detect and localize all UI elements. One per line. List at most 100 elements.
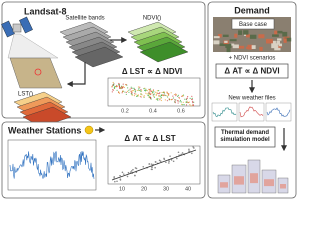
map-block	[276, 30, 283, 34]
point	[157, 92, 159, 95]
point	[140, 90, 142, 92]
point	[111, 85, 113, 88]
map-block	[249, 34, 257, 39]
layer	[139, 41, 189, 63]
point	[151, 168, 153, 171]
point	[127, 87, 129, 89]
point	[165, 161, 167, 164]
model-box	[214, 126, 276, 148]
point	[168, 98, 170, 100]
point	[111, 91, 113, 93]
point	[136, 89, 138, 92]
scenarios-label: + NDVI scenarios	[229, 56, 276, 62]
weather-file-charts	[211, 102, 292, 122]
point	[155, 94, 157, 96]
base-case-box	[231, 18, 275, 30]
scene-marker	[34, 68, 42, 76]
building-heat	[264, 179, 274, 187]
map-block	[218, 33, 222, 38]
point	[182, 95, 184, 97]
point	[114, 85, 116, 88]
point	[122, 90, 124, 92]
map-block	[276, 40, 280, 46]
point	[188, 150, 190, 152]
point	[134, 167, 137, 169]
point	[161, 94, 163, 96]
point	[176, 100, 179, 102]
point	[181, 103, 183, 105]
demand-title: Demand	[234, 5, 270, 15]
fit-line	[111, 149, 197, 181]
point	[158, 159, 161, 162]
point	[157, 99, 159, 101]
point	[119, 179, 122, 181]
point	[190, 105, 192, 107]
point	[192, 104, 194, 107]
point	[137, 95, 139, 97]
point	[159, 95, 161, 98]
point	[187, 102, 189, 104]
point	[158, 95, 160, 97]
map-block	[282, 31, 288, 37]
relation-box	[215, 63, 289, 79]
point	[162, 91, 164, 94]
point	[112, 89, 115, 91]
point	[192, 102, 194, 104]
map-block	[277, 38, 282, 41]
building-heat	[220, 182, 228, 188]
bands-label: Satellite bands	[65, 16, 104, 22]
map-block	[246, 34, 250, 38]
point	[116, 180, 118, 183]
point	[126, 175, 129, 178]
point	[113, 176, 116, 178]
point	[140, 93, 142, 95]
point	[134, 89, 136, 91]
point	[167, 96, 169, 98]
point	[155, 98, 157, 101]
point	[172, 160, 175, 163]
point	[134, 91, 136, 93]
x-tick-label: 0.6	[177, 108, 185, 114]
satellite-icon	[1, 16, 33, 38]
map-block	[271, 43, 278, 49]
layer	[74, 46, 124, 68]
point	[149, 92, 151, 94]
sensor-cone	[7, 33, 59, 59]
point	[131, 90, 133, 92]
point	[172, 95, 174, 97]
point	[149, 88, 152, 90]
point	[141, 94, 143, 96]
point	[166, 95, 168, 97]
weather-files-label: New weather files	[228, 96, 275, 102]
point	[148, 88, 150, 91]
point	[176, 157, 178, 160]
x-tick-label: 40	[185, 186, 191, 192]
map-block	[232, 44, 239, 49]
point	[153, 94, 155, 96]
point	[161, 91, 163, 94]
map-block	[222, 34, 229, 37]
point	[159, 160, 162, 162]
point	[163, 95, 165, 97]
point	[143, 96, 145, 98]
point	[126, 90, 129, 92]
point	[135, 93, 137, 95]
point	[172, 97, 175, 99]
point	[168, 160, 170, 163]
mini-line	[266, 107, 291, 117]
point	[158, 97, 160, 100]
buildings	[217, 159, 289, 194]
point	[180, 101, 182, 103]
point	[156, 92, 158, 94]
point	[151, 92, 153, 94]
point	[191, 152, 193, 155]
point	[123, 86, 125, 89]
point	[133, 94, 136, 97]
point	[175, 94, 177, 97]
point	[170, 159, 173, 161]
weather-title: Weather Stations	[8, 125, 81, 135]
point	[134, 90, 137, 92]
point	[137, 94, 139, 96]
scene-image	[9, 57, 63, 89]
map-block	[246, 46, 252, 49]
